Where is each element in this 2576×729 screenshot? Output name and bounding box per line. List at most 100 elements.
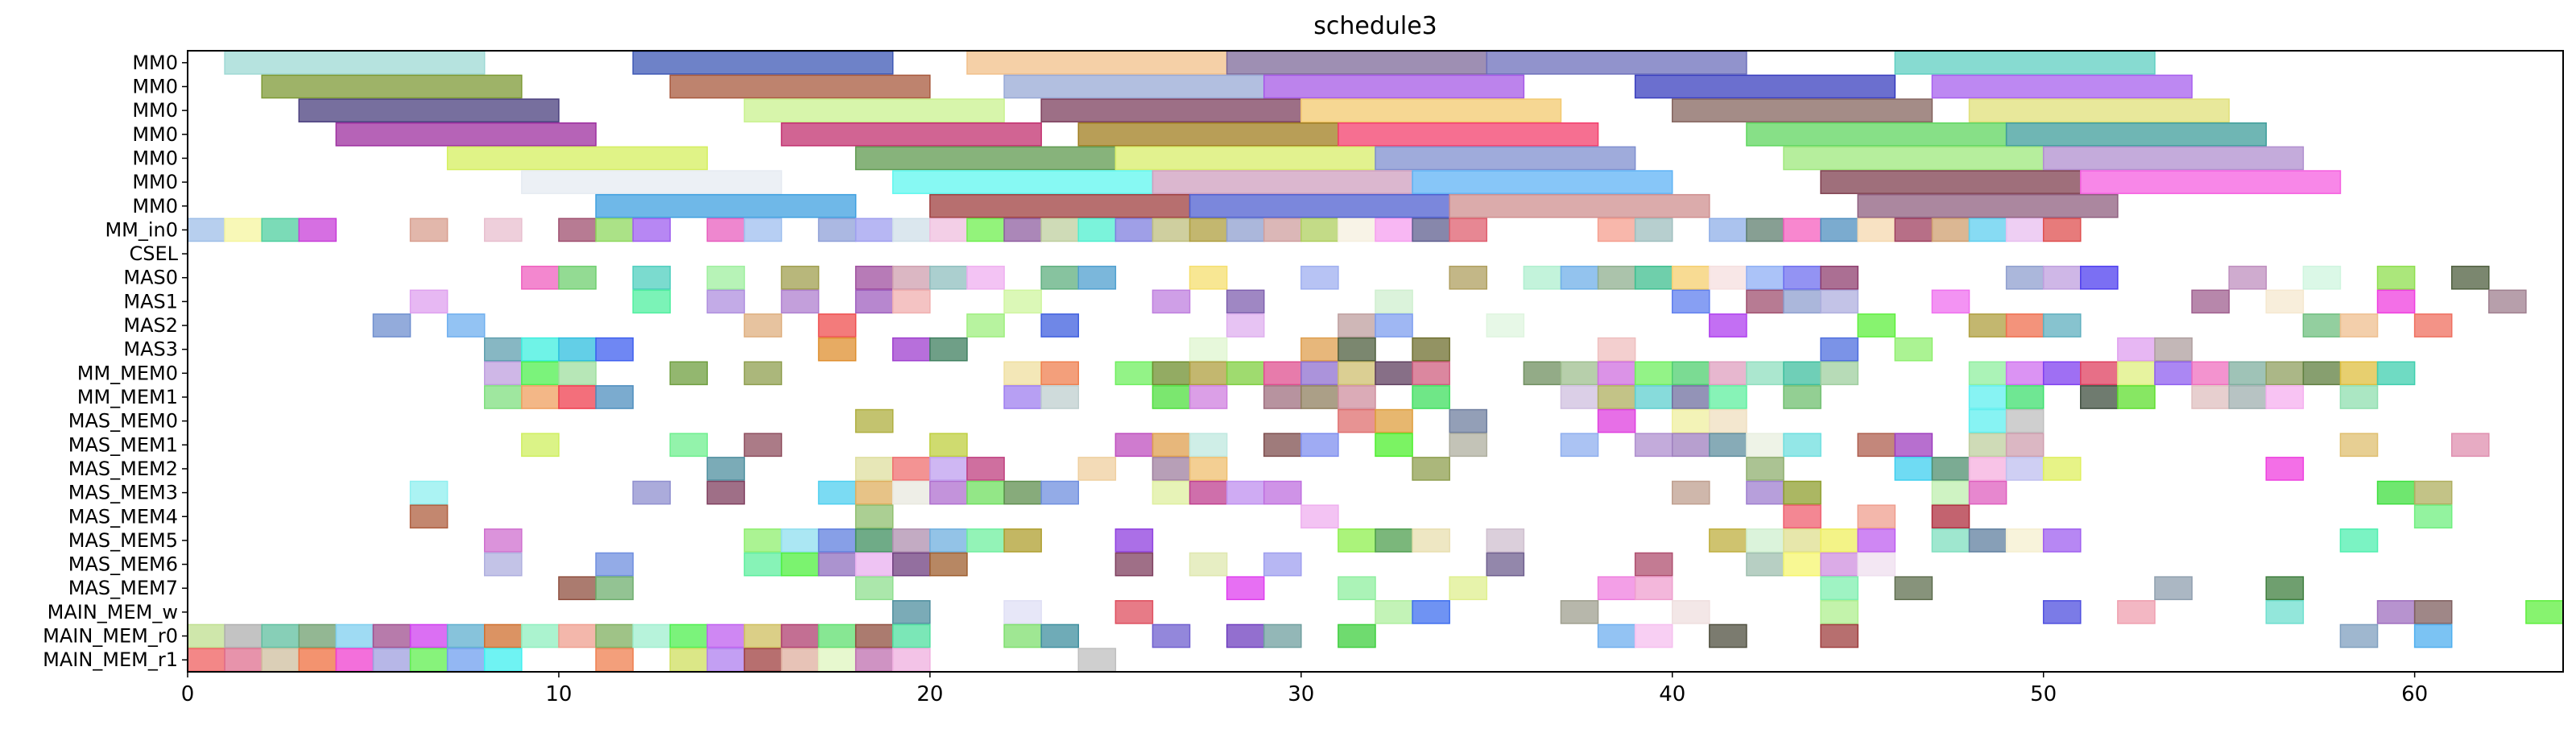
task-bar bbox=[1672, 98, 1933, 122]
task-bar bbox=[1672, 480, 1710, 505]
task-bar bbox=[1820, 170, 2082, 194]
task-bar bbox=[2228, 265, 2267, 290]
task-bar bbox=[2265, 576, 2305, 601]
task-bar bbox=[966, 313, 1005, 338]
task-bar bbox=[2376, 600, 2416, 624]
task-bar bbox=[1189, 433, 1228, 458]
task-bar bbox=[1709, 433, 1747, 458]
task-bar bbox=[706, 289, 746, 314]
task-bar bbox=[1077, 122, 1339, 147]
task-bar bbox=[1597, 337, 1636, 362]
task-bar bbox=[854, 408, 894, 433]
task-bar bbox=[632, 50, 894, 75]
task-bar bbox=[298, 98, 560, 122]
task-bar bbox=[780, 528, 820, 553]
task-bar bbox=[854, 528, 894, 553]
task-bar bbox=[854, 648, 894, 673]
task-bar bbox=[1746, 433, 1784, 458]
task-bar bbox=[2005, 433, 2045, 458]
task-bar bbox=[892, 600, 931, 624]
task-bar bbox=[2413, 313, 2453, 338]
task-bar bbox=[1152, 457, 1191, 481]
task-bar bbox=[1114, 433, 1154, 458]
task-bar bbox=[1783, 552, 1821, 577]
task-bar bbox=[1263, 217, 1302, 242]
task-bar bbox=[854, 289, 894, 314]
task-bar bbox=[187, 623, 225, 648]
task-bar bbox=[1338, 122, 1599, 147]
task-bar bbox=[484, 217, 523, 242]
task-bar bbox=[1226, 313, 1265, 338]
task-bar bbox=[1338, 385, 1376, 409]
task-bar bbox=[1634, 576, 1673, 601]
task-bar bbox=[1412, 337, 1450, 362]
task-bar bbox=[1412, 217, 1450, 242]
task-bar bbox=[1189, 385, 1228, 409]
task-bar bbox=[521, 361, 560, 386]
task-bar bbox=[1003, 289, 1042, 314]
task-bar bbox=[1152, 217, 1191, 242]
task-bar bbox=[669, 74, 931, 99]
task-bar bbox=[780, 623, 820, 648]
y-tick-label: MAS1 bbox=[123, 290, 178, 313]
task-bar bbox=[632, 289, 671, 314]
y-tick-label: MM0 bbox=[132, 99, 178, 122]
task-bar bbox=[1114, 217, 1154, 242]
task-bar bbox=[1375, 433, 1413, 458]
task-bar bbox=[1820, 528, 1859, 553]
task-bar bbox=[1968, 457, 2007, 481]
task-bar bbox=[187, 648, 225, 673]
task-bar bbox=[1189, 457, 1228, 481]
task-bar bbox=[1152, 289, 1191, 314]
y-tick-label: MAS_MEM1 bbox=[68, 433, 178, 456]
task-bar bbox=[1783, 385, 1821, 409]
x-tick-label: 20 bbox=[916, 682, 943, 706]
task-bar bbox=[817, 623, 857, 648]
bars-layer bbox=[187, 50, 2564, 673]
task-bar bbox=[2005, 122, 2267, 147]
task-bar bbox=[1375, 361, 1413, 386]
task-bar bbox=[1449, 433, 1488, 458]
task-bar bbox=[706, 623, 746, 648]
task-bar bbox=[892, 623, 931, 648]
task-bar bbox=[1523, 361, 1562, 386]
task-bar bbox=[743, 552, 783, 577]
task-bar bbox=[817, 528, 857, 553]
task-bar bbox=[298, 623, 337, 648]
task-bar bbox=[2302, 313, 2342, 338]
task-bar bbox=[1597, 408, 1636, 433]
y-tick-label: MAS_MEM2 bbox=[68, 458, 178, 480]
task-bar bbox=[743, 361, 783, 386]
task-bar bbox=[595, 193, 857, 218]
task-bar bbox=[743, 98, 1005, 122]
task-bar bbox=[1189, 193, 1450, 218]
task-bar bbox=[1338, 361, 1376, 386]
task-bar bbox=[1077, 648, 1117, 673]
task-bar bbox=[929, 528, 968, 553]
task-bar bbox=[1300, 385, 1339, 409]
task-bar bbox=[1894, 50, 2156, 75]
task-bar bbox=[558, 337, 597, 362]
task-bar bbox=[521, 385, 560, 409]
task-bar bbox=[2080, 361, 2119, 386]
task-bar bbox=[1449, 217, 1488, 242]
task-bar bbox=[1931, 480, 1970, 505]
task-bar bbox=[446, 648, 486, 673]
task-bar bbox=[261, 74, 523, 99]
task-bar bbox=[1375, 408, 1413, 433]
task-bar bbox=[187, 217, 225, 242]
task-bar bbox=[1820, 265, 1859, 290]
task-bar bbox=[1003, 528, 1042, 553]
task-bar bbox=[706, 457, 746, 481]
y-tick-label: MM0 bbox=[132, 171, 178, 193]
task-bar bbox=[1597, 576, 1636, 601]
task-bar bbox=[817, 337, 857, 362]
task-bar bbox=[372, 313, 411, 338]
task-bar bbox=[1820, 600, 1859, 624]
task-bar bbox=[1597, 623, 1636, 648]
task-bar bbox=[706, 265, 746, 290]
task-bar bbox=[1003, 74, 1265, 99]
task-bar bbox=[929, 433, 968, 458]
x-tick-labels: 0 10 20 30 40 50 60 bbox=[181, 672, 2428, 706]
